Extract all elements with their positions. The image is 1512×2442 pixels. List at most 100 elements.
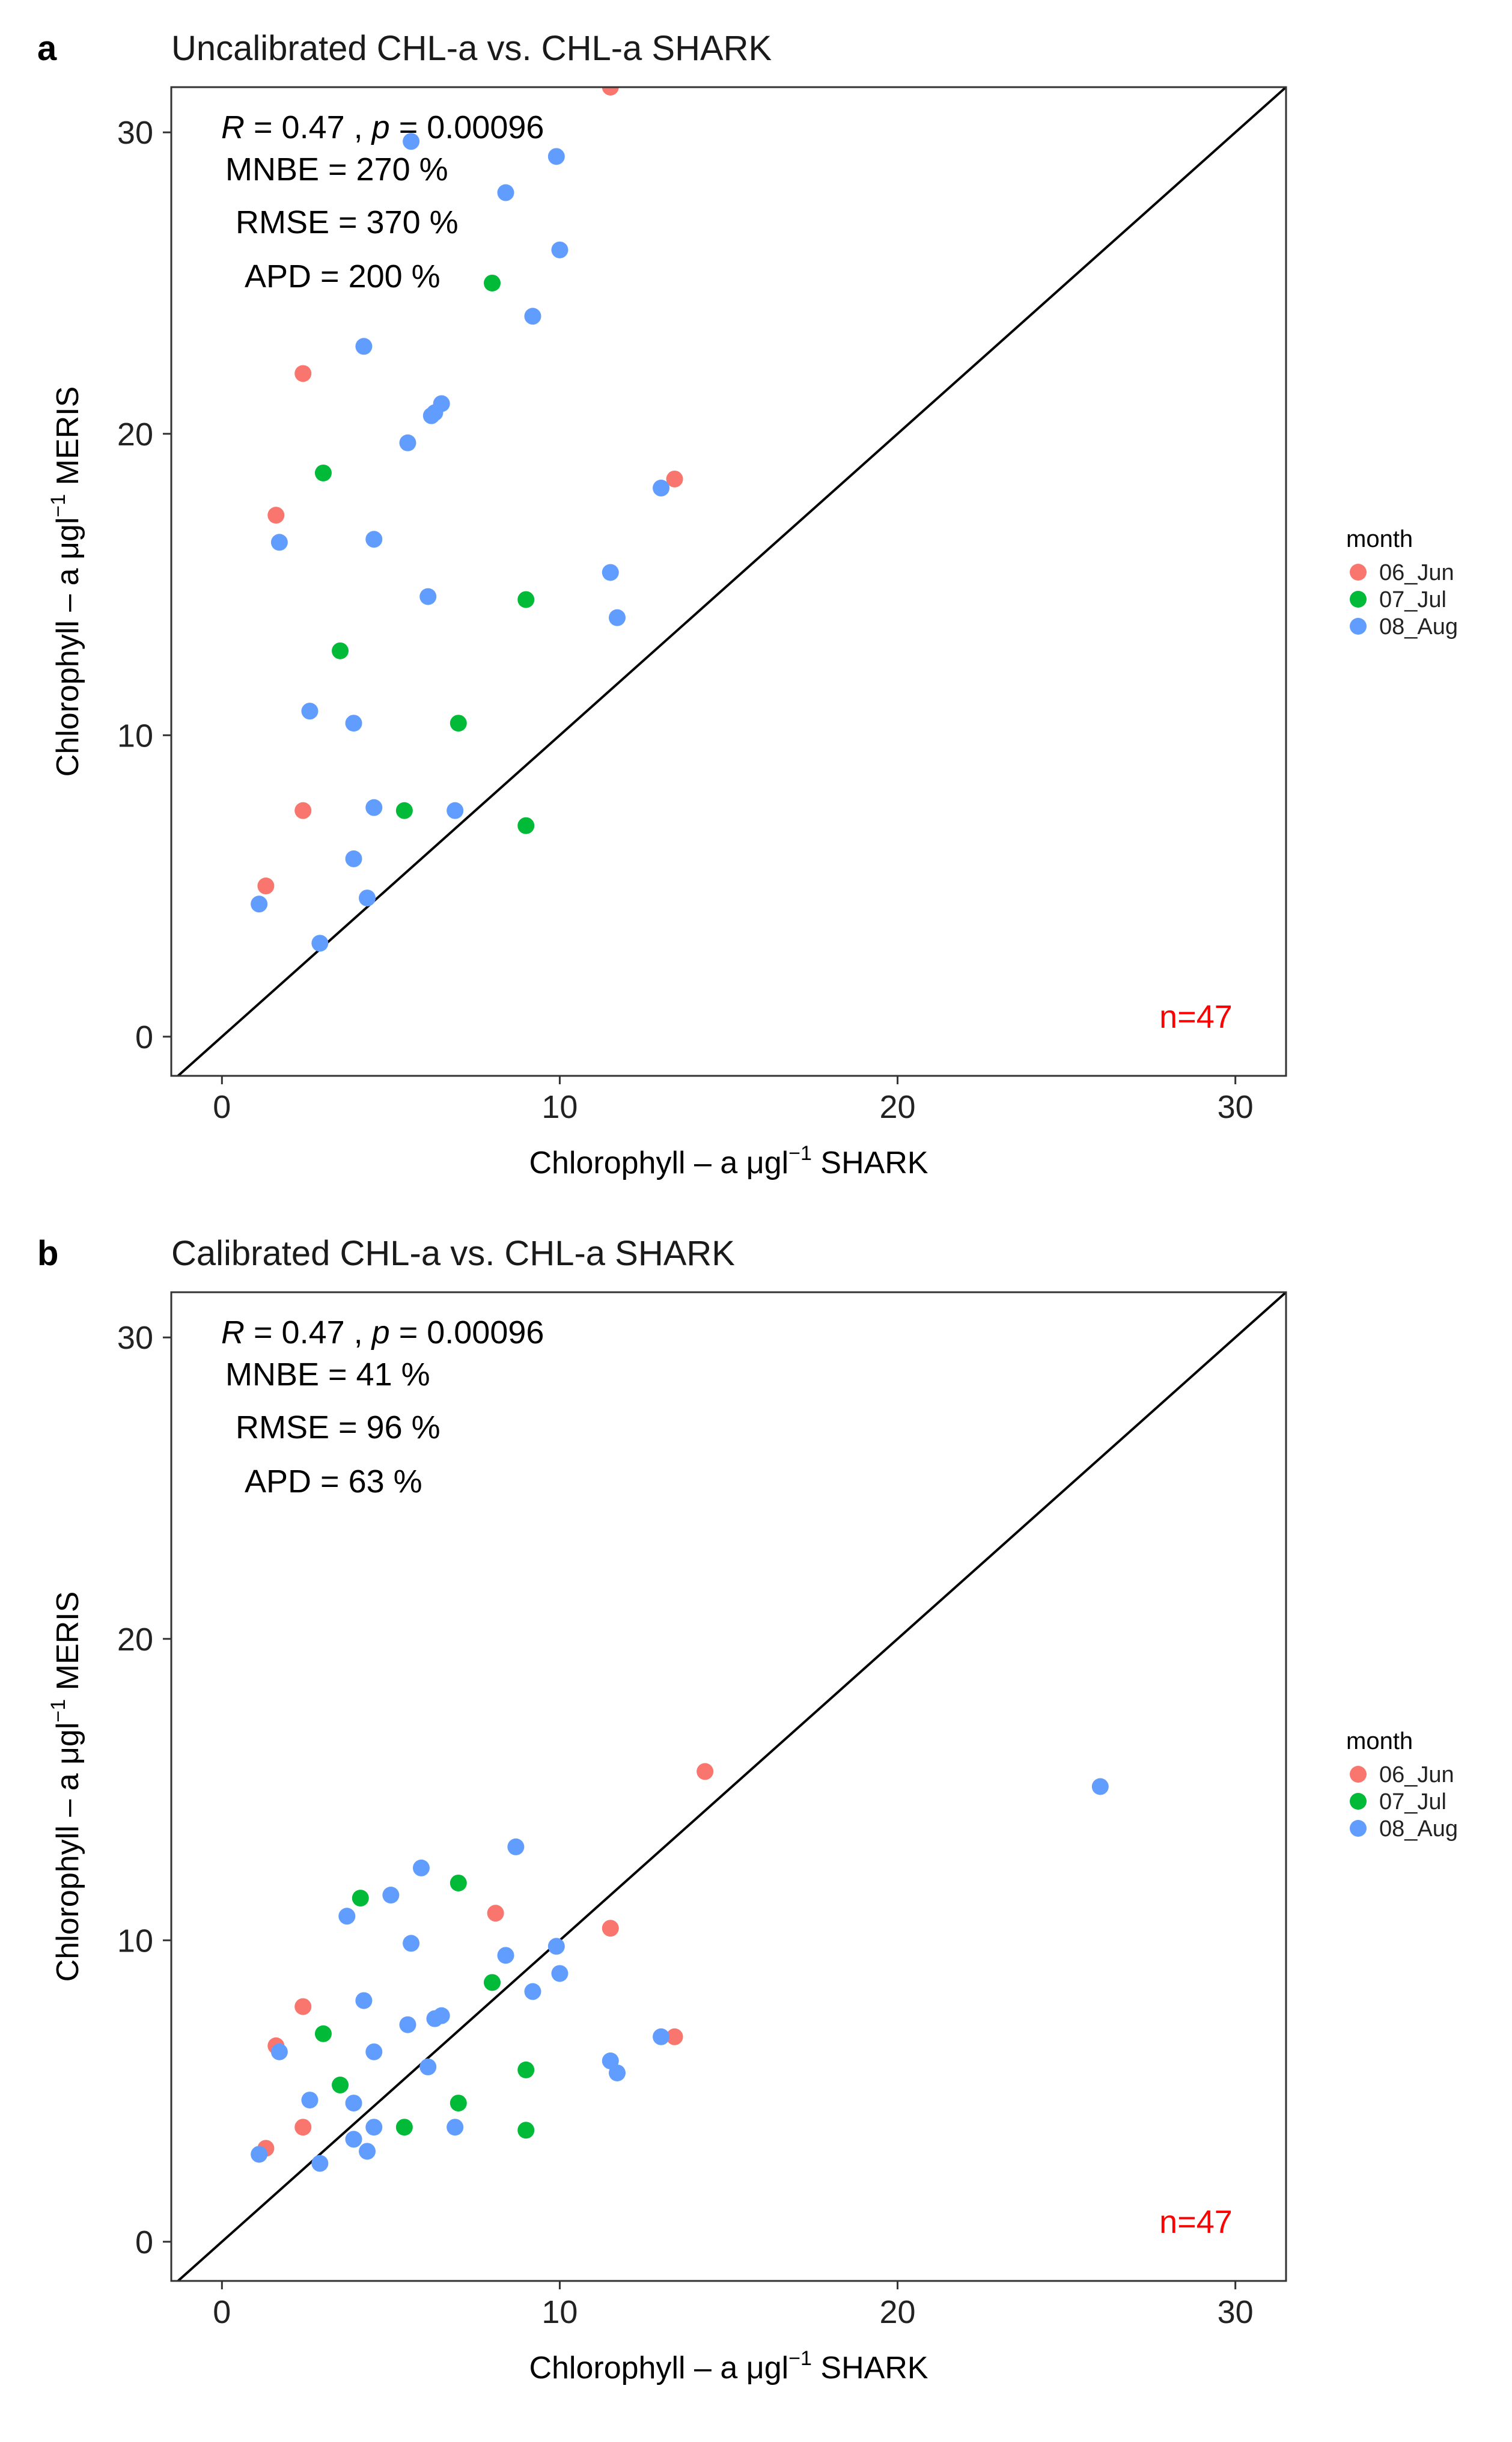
identity-line bbox=[176, 87, 1286, 1076]
data-point-08_Aug bbox=[399, 434, 416, 451]
legend-swatch-06_Jun bbox=[1350, 564, 1367, 581]
stats-r-value: = 0.47 , bbox=[245, 109, 372, 145]
data-point-07_Jul bbox=[517, 817, 535, 834]
data-point-08_Aug bbox=[497, 1947, 514, 1964]
data-point-08_Aug bbox=[419, 588, 437, 605]
data-point-07_Jul bbox=[450, 2095, 467, 2112]
y-tick-label: 20 bbox=[117, 1622, 153, 1658]
data-point-08_Aug bbox=[270, 534, 288, 551]
data-point-08_Aug bbox=[338, 1908, 356, 1925]
data-point-07_Jul bbox=[332, 2077, 349, 2094]
data-point-08_Aug bbox=[251, 2146, 268, 2163]
n-label: n=47 bbox=[1159, 2204, 1233, 2240]
data-point-07_Jul bbox=[314, 2025, 332, 2042]
data-point-08_Aug bbox=[359, 890, 376, 907]
data-point-08_Aug bbox=[355, 338, 373, 355]
x-tick-label: 30 bbox=[1218, 2294, 1254, 2330]
data-point-08_Aug bbox=[345, 2131, 362, 2148]
x-tick-label: 30 bbox=[1218, 1089, 1254, 1125]
data-point-08_Aug bbox=[365, 2043, 383, 2060]
x-tick-label: 0 bbox=[213, 2294, 231, 2330]
legend-swatch-07_Jul bbox=[1350, 591, 1367, 608]
x-tick-label: 10 bbox=[541, 2294, 578, 2330]
data-point-07_Jul bbox=[484, 1974, 501, 1991]
panel-label: b bbox=[37, 1234, 58, 1273]
x-tick-label: 20 bbox=[880, 1089, 916, 1125]
x-axis-label-main: Chlorophyll – a μgl bbox=[529, 1146, 788, 1180]
stats-rmse: RMSE = 370 % bbox=[236, 204, 459, 240]
data-point-08_Aug bbox=[524, 1983, 541, 2000]
chart-panel-b: b Calibrated CHL-a vs. CHL-a SHARK 0 10 20 30… bbox=[37, 1234, 1458, 2386]
data-point-08_Aug bbox=[1091, 1778, 1109, 1795]
data-point-08_Aug bbox=[653, 2028, 670, 2045]
data-point-08_Aug bbox=[609, 609, 626, 626]
stats-r-p: R = 0.47 , p = 0.00096 bbox=[221, 1314, 544, 1351]
panel-label: a bbox=[37, 29, 57, 68]
data-point-07_Jul bbox=[450, 715, 467, 732]
data-point-08_Aug bbox=[270, 2043, 288, 2060]
stats-mnbe: MNBE = 41 % bbox=[225, 1357, 430, 1393]
n-label: n=47 bbox=[1159, 999, 1233, 1035]
y-tick-label: 10 bbox=[117, 718, 153, 754]
data-point-08_Aug bbox=[497, 184, 514, 201]
data-point-08_Aug bbox=[355, 1992, 373, 2009]
data-point-07_Jul bbox=[332, 642, 349, 659]
y-tick-label: 0 bbox=[135, 1019, 153, 1055]
data-point-06_Jun bbox=[602, 87, 619, 96]
stats-rmse: RMSE = 96 % bbox=[236, 1409, 440, 1445]
data-point-08_Aug bbox=[345, 2095, 362, 2112]
data-point-06_Jun bbox=[666, 470, 683, 487]
data-point-07_Jul bbox=[517, 2122, 535, 2139]
y-tick-label: 20 bbox=[117, 417, 153, 453]
y-tick-label: 30 bbox=[117, 1320, 153, 1356]
data-point-06_Jun bbox=[487, 1905, 504, 1922]
data-point-08_Aug bbox=[447, 802, 464, 819]
y-axis-label-main: Chlorophyll – a μgl bbox=[50, 1723, 85, 1982]
y-axis-label-superscript: −1 bbox=[47, 494, 70, 517]
data-point-08_Aug bbox=[524, 308, 541, 325]
data-point-08_Aug bbox=[301, 703, 319, 720]
data-point-06_Jun bbox=[267, 507, 285, 524]
data-point-08_Aug bbox=[547, 148, 565, 165]
data-point-08_Aug bbox=[403, 133, 420, 150]
data-point-07_Jul bbox=[450, 1874, 467, 1891]
data-point-07_Jul bbox=[395, 802, 413, 819]
data-point-07_Jul bbox=[517, 2061, 535, 2078]
legend-swatch-06_Jun bbox=[1350, 1766, 1367, 1783]
data-point-08_Aug bbox=[419, 2058, 437, 2075]
x-axis-label-superscript: −1 bbox=[788, 1142, 812, 1165]
y-tick-label: 30 bbox=[117, 115, 153, 151]
data-point-07_Jul bbox=[517, 591, 535, 608]
data-point-08_Aug bbox=[365, 531, 383, 548]
legend-label: 07_Jul bbox=[1379, 1789, 1446, 1815]
stats-r-p: R = 0.47 , p = 0.00096 bbox=[221, 109, 544, 145]
chart-title: Uncalibrated CHL-a vs. CHL-a SHARK bbox=[171, 29, 772, 68]
stats-p-label: p bbox=[371, 109, 390, 145]
data-point-08_Aug bbox=[653, 480, 670, 497]
chart-title: Calibrated CHL-a vs. CHL-a SHARK bbox=[171, 1234, 735, 1273]
x-tick-label: 20 bbox=[880, 2294, 916, 2330]
data-point-08_Aug bbox=[551, 241, 569, 258]
data-point-06_Jun bbox=[257, 878, 275, 895]
legend-label: 06_Jun bbox=[1379, 560, 1454, 585]
x-axis-label: Chlorophyll – a μgl−1 SHARK bbox=[529, 1142, 928, 1180]
stats-mnbe: MNBE = 270 % bbox=[225, 151, 448, 188]
data-point-08_Aug bbox=[547, 1938, 565, 1955]
stats-r-label: R bbox=[221, 1314, 245, 1351]
data-point-08_Aug bbox=[609, 2064, 626, 2081]
data-point-08_Aug bbox=[365, 2119, 383, 2136]
data-point-08_Aug bbox=[399, 2016, 416, 2033]
data-point-08_Aug bbox=[345, 715, 362, 732]
y-axis-label: Chlorophyll – a μgl−1 MERIS bbox=[47, 1592, 85, 1982]
data-point-07_Jul bbox=[395, 2119, 413, 2136]
data-point-06_Jun bbox=[294, 365, 312, 382]
data-point-08_Aug bbox=[447, 2119, 464, 2136]
data-point-08_Aug bbox=[551, 1965, 569, 1982]
x-tick-label: 0 bbox=[213, 1089, 231, 1125]
data-point-08_Aug bbox=[382, 1887, 400, 1904]
x-axis-label: Chlorophyll – a μgl−1 SHARK bbox=[529, 2347, 928, 2386]
